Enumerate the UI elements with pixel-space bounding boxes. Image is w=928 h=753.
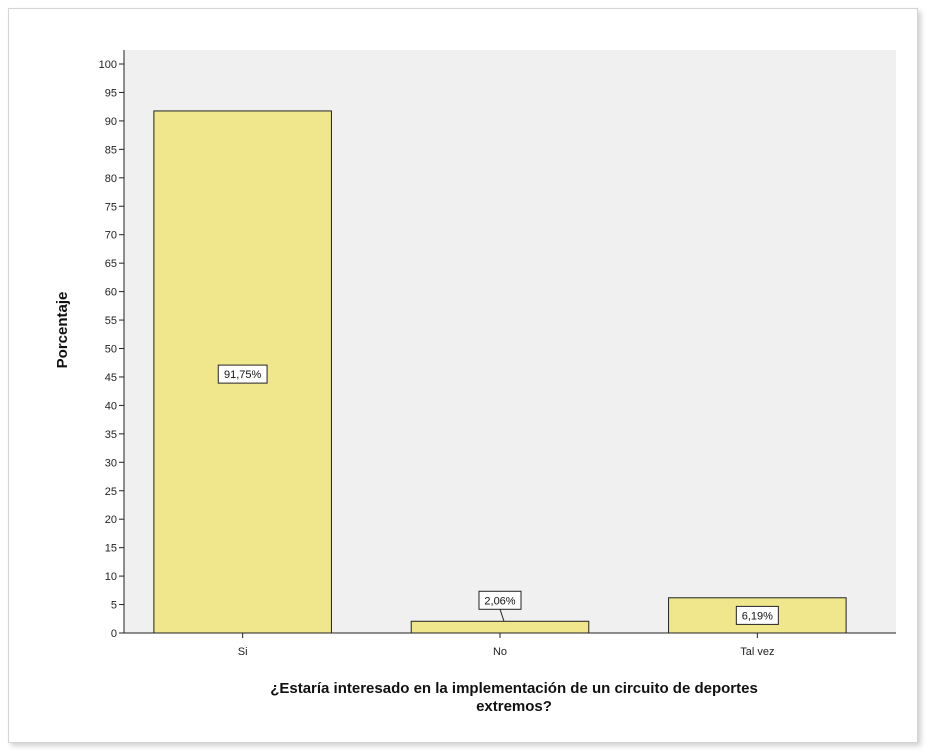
data-labels: 91,75% 2,06% 6,19% — [217, 364, 779, 625]
y-tick-label: 40 — [105, 400, 117, 412]
y-tick-label: 65 — [105, 258, 117, 270]
y-tick-label: 0 — [111, 628, 117, 640]
data-label: 91,75% — [224, 369, 262, 381]
y-tick-label: 100 — [99, 59, 117, 71]
x-tick-label: No — [493, 646, 507, 658]
bar-no — [410, 620, 590, 634]
y-tick-label: 50 — [105, 344, 117, 356]
data-label-box — [735, 605, 779, 625]
data-label: 6,19% — [742, 610, 773, 622]
x-axis: Si No Tal vez — [124, 632, 896, 658]
y-tick-label: 70 — [105, 230, 117, 242]
x-axis-label-line-2: extremos? — [476, 698, 552, 715]
y-tick-label: 20 — [105, 514, 117, 526]
y-tick-label: 25 — [105, 486, 117, 498]
y-tick-label: 30 — [105, 457, 117, 469]
data-label-box — [478, 590, 522, 610]
y-tick-label: 80 — [105, 173, 117, 185]
x-tick-label: Si — [238, 646, 248, 658]
data-label-leader — [499, 609, 505, 622]
data-label-box — [217, 364, 268, 384]
y-axis: 0 5 10 15 20 25 30 35 40 45 50 55 60 65 70 75 80 85 90 95 10… — [99, 50, 125, 640]
y-tick-label: 60 — [105, 287, 117, 299]
y-tick-label: 95 — [105, 87, 117, 99]
y-tick-label: 85 — [105, 144, 117, 156]
y-axis-label: Porcentaje — [54, 292, 71, 369]
y-tick-label: 75 — [105, 201, 117, 213]
x-axis-label-line-1: ¿Estaría interesado en la implementación… — [270, 680, 758, 697]
data-label: 2,06% — [484, 595, 515, 607]
y-tick-label: 45 — [105, 372, 117, 384]
y-tick-label: 10 — [105, 571, 117, 583]
y-tick-label: 5 — [111, 600, 117, 612]
y-tick-label: 90 — [105, 116, 117, 128]
y-tick-label: 55 — [105, 315, 117, 327]
y-tick-label: 35 — [105, 429, 117, 441]
x-tick-label: Tal vez — [740, 646, 774, 658]
y-tick-label: 15 — [105, 543, 117, 555]
